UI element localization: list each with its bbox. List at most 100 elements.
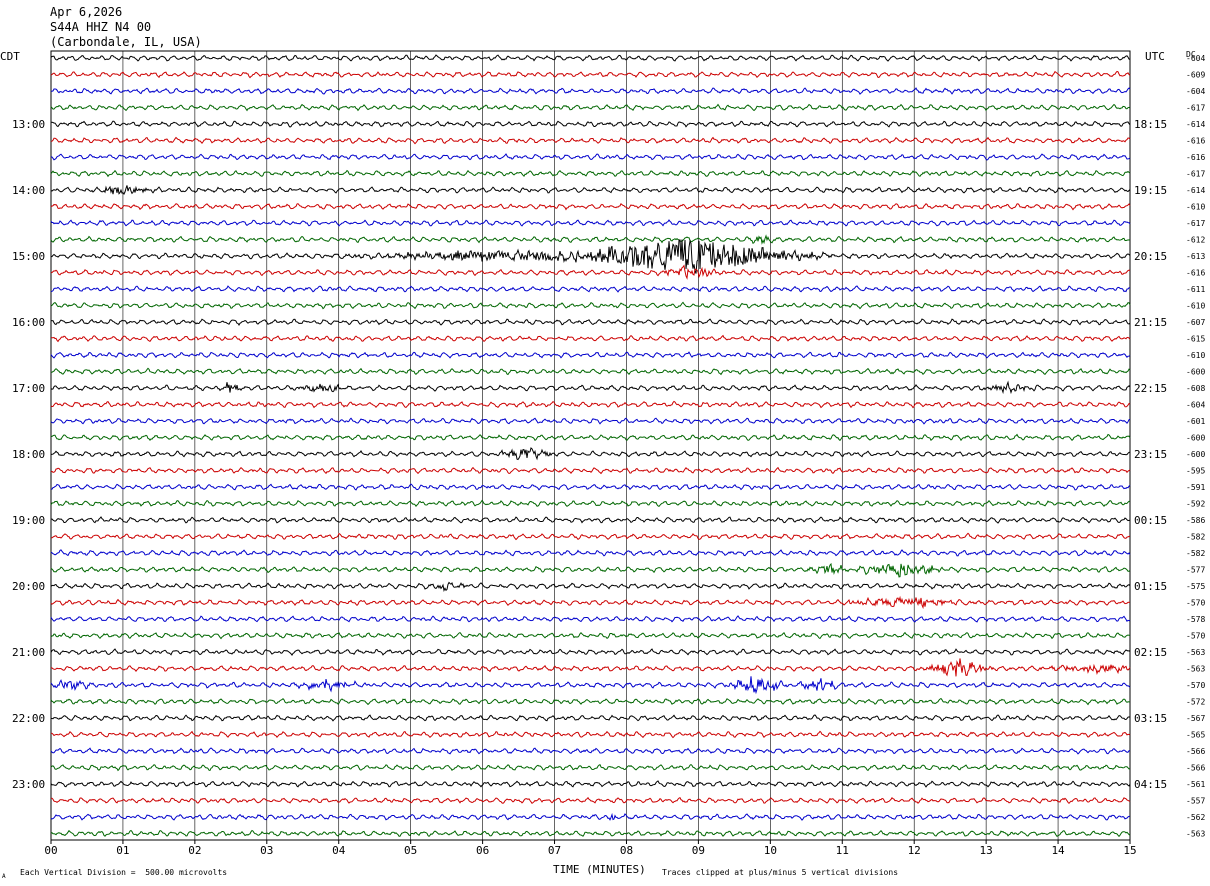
trace-row-42 — [50, 747, 1131, 755]
dc-offset-label: -572 — [1186, 698, 1205, 707]
trace-row-39 — [50, 697, 1130, 706]
dc-offset-label: -566 — [1186, 747, 1205, 756]
dc-offset-label: -610 — [1186, 351, 1205, 360]
dc-offset-label: -577 — [1186, 566, 1205, 575]
left-hour-label: 16:00 — [12, 316, 45, 329]
x-tick-label: 03 — [260, 844, 273, 857]
dc-offset-label: -604 — [1186, 401, 1205, 410]
dc-offset-label: -595 — [1186, 467, 1205, 476]
trace-row-11 — [50, 234, 1131, 245]
dc-offset-label: -563 — [1186, 648, 1205, 657]
trace-row-0 — [50, 54, 1131, 62]
trace-row-20 — [50, 380, 1131, 395]
x-tick-label: 02 — [188, 844, 201, 857]
dc-offset-label: -616 — [1186, 153, 1205, 162]
trace-row-1 — [50, 70, 1131, 79]
trace-row-47 — [50, 829, 1131, 838]
dc-offset-label: -614 — [1186, 120, 1205, 129]
left-hour-label: 23:00 — [12, 778, 45, 791]
x-tick-label: 01 — [116, 844, 129, 857]
dc-offset-label: -557 — [1186, 797, 1205, 806]
left-hour-label: 17:00 — [12, 382, 45, 395]
trace-row-26 — [50, 483, 1131, 491]
right-timezone-label: UTC — [1145, 50, 1165, 63]
right-hour-label: 18:15 — [1134, 118, 1167, 131]
trace-row-18 — [50, 351, 1131, 359]
trace-row-3 — [50, 103, 1131, 112]
x-axis-label: TIME (MINUTES) — [553, 863, 646, 876]
header-location: (Carbondale, IL, USA) — [50, 35, 202, 49]
dc-offset-label: -586 — [1186, 516, 1205, 525]
x-axis-ticks: 00 01 02 03 04 05 06 07 08 09 10 11 12 13 14 15 — [44, 840, 1137, 857]
trace-row-5 — [50, 136, 1131, 145]
trace-row-37 — [50, 658, 1131, 677]
trace-row-23 — [50, 433, 1131, 442]
dc-offset-label: -575 — [1186, 582, 1205, 591]
x-tick-label: 04 — [332, 844, 346, 857]
trace-row-44 — [50, 780, 1131, 788]
right-hour-labels: 18:15 19:15 20:15 21:15 22:15 23:15 00:15 01:15… — [1134, 118, 1167, 791]
dc-offset-label: -612 — [1186, 236, 1205, 245]
dc-header-label: DC — [1186, 50, 1196, 59]
dc-offset-label: -601 — [1186, 417, 1205, 426]
trace-row-40 — [50, 714, 1131, 722]
x-tick-label: 07 — [548, 844, 561, 857]
trace-row-28 — [50, 516, 1131, 524]
dc-offset-label: -615 — [1186, 335, 1205, 344]
dc-offset-label: -616 — [1186, 137, 1205, 146]
trace-row-43 — [50, 763, 1131, 772]
dc-offset-label: -600 — [1186, 368, 1205, 377]
right-hour-label: 01:15 — [1134, 580, 1167, 593]
trace-row-14 — [50, 285, 1131, 293]
dc-offset-label: -616 — [1186, 269, 1205, 278]
trace-row-41 — [50, 730, 1131, 739]
x-tick-label: 11 — [836, 844, 849, 857]
x-tick-label: 10 — [764, 844, 777, 857]
dc-offset-label: -570 — [1186, 599, 1205, 608]
dc-offset-label: -611 — [1186, 285, 1205, 294]
right-hour-label: 00:15 — [1134, 514, 1167, 527]
left-hour-label: 21:00 — [12, 646, 45, 659]
left-hour-label: 19:00 — [12, 514, 45, 527]
dc-offset-label: -561 — [1186, 780, 1205, 789]
dc-offset-label: -565 — [1186, 731, 1205, 740]
dc-offset-label: -617 — [1186, 170, 1205, 179]
dc-offset-label: -604 — [1186, 54, 1205, 63]
trace-row-34 — [50, 615, 1131, 623]
trace-row-24 — [50, 447, 1131, 461]
left-timezone-label: CDT — [0, 50, 20, 63]
x-tick-label: 13 — [980, 844, 993, 857]
x-tick-label: 06 — [476, 844, 489, 857]
x-tick-label: 15 — [1123, 844, 1136, 857]
dc-offset-label: -563 — [1186, 665, 1205, 674]
trace-row-6 — [50, 153, 1131, 161]
trace-row-16 — [50, 318, 1131, 326]
trace-row-22 — [50, 417, 1131, 425]
dc-offset-label: -582 — [1186, 549, 1205, 558]
trace-row-7 — [50, 169, 1131, 178]
trace-row-31 — [50, 562, 1131, 578]
trace-row-9 — [50, 203, 1131, 211]
dc-offset-label: -567 — [1186, 714, 1205, 723]
dc-offset-label: -570 — [1186, 632, 1205, 641]
trace-row-30 — [50, 549, 1131, 557]
trace-row-17 — [50, 334, 1131, 343]
x-tick-label: 05 — [404, 844, 417, 857]
dc-offset-label: -563 — [1186, 830, 1205, 839]
left-hour-label: 14:00 — [12, 184, 45, 197]
header-date: Apr 6,2026 — [50, 5, 123, 19]
dc-offset-label: -578 — [1186, 615, 1205, 624]
left-hour-labels: 13:00 14:00 15:00 16:00 17:00 18:00 19:00 20:00… — [12, 118, 45, 791]
right-hour-label: 22:15 — [1134, 382, 1167, 395]
corner-mark: A — [2, 873, 6, 880]
dc-offset-label: -614 — [1186, 186, 1205, 195]
trace-row-4 — [51, 120, 1131, 128]
trace-row-19 — [51, 367, 1131, 376]
right-hour-label: 20:15 — [1134, 250, 1167, 263]
x-tick-label: 09 — [692, 844, 705, 857]
right-hour-label: 23:15 — [1134, 448, 1167, 461]
dc-offset-label: -592 — [1186, 500, 1205, 509]
dc-offset-label: -582 — [1186, 533, 1205, 542]
trace-row-25 — [50, 466, 1131, 475]
